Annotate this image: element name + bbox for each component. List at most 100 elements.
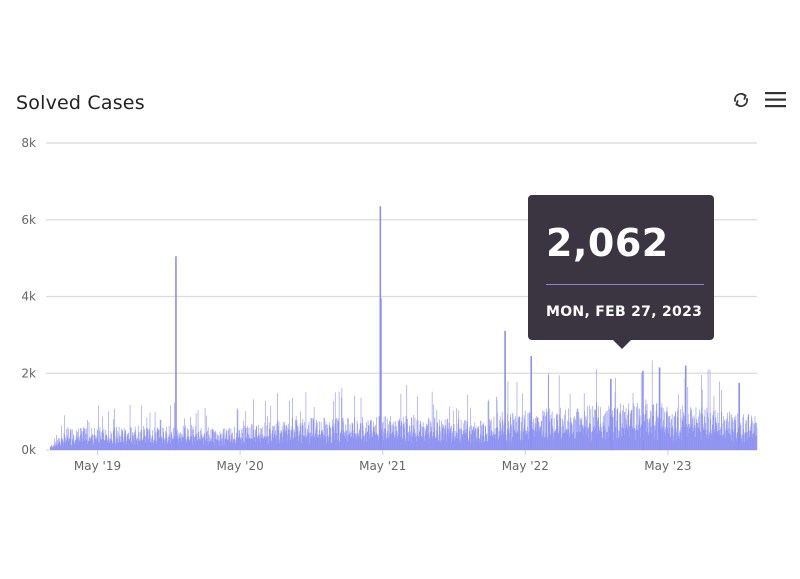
daily-bar bbox=[352, 423, 353, 450]
hamburger-menu-icon[interactable] bbox=[763, 88, 789, 112]
daily-bar bbox=[288, 433, 290, 450]
daily-bar bbox=[248, 437, 250, 450]
daily-bar bbox=[64, 434, 66, 450]
daily-bar bbox=[518, 416, 520, 450]
daily-bar bbox=[310, 417, 312, 450]
daily-bar bbox=[598, 426, 600, 450]
daily-bar bbox=[438, 425, 440, 450]
daily-bar bbox=[331, 442, 333, 450]
daily-bar bbox=[78, 440, 80, 450]
daily-bar bbox=[678, 435, 680, 450]
daily-bar bbox=[173, 436, 175, 450]
daily-bar bbox=[65, 442, 67, 450]
daily-bar bbox=[194, 441, 196, 450]
daily-bar bbox=[149, 412, 151, 450]
daily-bar bbox=[249, 427, 251, 450]
daily-bar bbox=[557, 414, 558, 450]
daily-bar bbox=[143, 430, 145, 450]
daily-bar bbox=[689, 424, 690, 450]
daily-bar bbox=[674, 411, 676, 450]
daily-bar bbox=[191, 424, 192, 450]
daily-bar bbox=[222, 438, 223, 450]
daily-bar bbox=[461, 429, 463, 450]
daily-bar bbox=[635, 424, 637, 450]
daily-bar bbox=[715, 425, 717, 450]
daily-bar bbox=[645, 399, 647, 450]
daily-bar bbox=[267, 416, 268, 450]
daily-bar bbox=[95, 439, 96, 450]
daily-bar bbox=[559, 430, 560, 450]
daily-bar bbox=[710, 419, 712, 450]
daily-bar bbox=[620, 414, 622, 450]
daily-bar bbox=[675, 427, 677, 450]
daily-bar bbox=[727, 428, 729, 450]
daily-bar bbox=[395, 421, 396, 450]
daily-bar bbox=[542, 410, 544, 450]
daily-bar bbox=[81, 431, 83, 450]
daily-bar bbox=[361, 438, 362, 450]
daily-bar bbox=[670, 436, 671, 450]
daily-bar bbox=[342, 417, 343, 450]
daily-bar bbox=[594, 430, 595, 450]
daily-bar bbox=[724, 420, 726, 450]
daily-bar bbox=[356, 439, 357, 450]
daily-bar bbox=[523, 415, 525, 450]
daily-bar bbox=[259, 436, 260, 450]
daily-bar bbox=[332, 419, 333, 450]
daily-bar bbox=[621, 423, 623, 450]
daily-bar bbox=[251, 423, 252, 450]
daily-bar bbox=[193, 429, 194, 450]
daily-bar bbox=[692, 416, 694, 450]
daily-bar bbox=[62, 441, 64, 450]
daily-bar bbox=[82, 437, 83, 450]
daily-bar bbox=[64, 415, 65, 450]
daily-bar bbox=[394, 434, 395, 450]
daily-bar bbox=[431, 426, 433, 450]
daily-bar bbox=[167, 437, 169, 450]
daily-bar bbox=[553, 432, 555, 450]
daily-bar bbox=[86, 434, 88, 450]
daily-bar bbox=[71, 444, 72, 450]
daily-bar bbox=[412, 425, 414, 450]
daily-bar bbox=[488, 399, 490, 450]
daily-bar bbox=[492, 436, 493, 450]
daily-bar bbox=[515, 433, 517, 450]
daily-bar bbox=[736, 433, 738, 450]
daily-bar bbox=[366, 441, 368, 450]
daily-bar bbox=[208, 443, 209, 450]
daily-bar bbox=[230, 441, 231, 450]
daily-bar bbox=[565, 431, 567, 450]
daily-bar bbox=[676, 417, 678, 450]
daily-bar bbox=[149, 428, 150, 450]
daily-bar bbox=[388, 433, 390, 450]
daily-bar bbox=[707, 369, 709, 450]
daily-bar bbox=[192, 426, 194, 450]
daily-bar bbox=[55, 444, 57, 450]
daily-bar bbox=[101, 439, 102, 450]
daily-bar bbox=[663, 419, 664, 450]
daily-bar bbox=[312, 437, 313, 450]
daily-bar bbox=[470, 442, 472, 450]
daily-bar bbox=[718, 434, 720, 450]
daily-bar bbox=[56, 435, 57, 450]
daily-bar bbox=[116, 430, 118, 450]
daily-bar bbox=[376, 417, 377, 450]
daily-bar bbox=[253, 429, 255, 450]
daily-bar bbox=[184, 418, 185, 450]
daily-bar bbox=[717, 431, 718, 450]
daily-bar bbox=[359, 423, 361, 450]
daily-bar bbox=[586, 415, 588, 450]
daily-bar bbox=[174, 402, 175, 450]
daily-bar bbox=[76, 430, 77, 450]
refresh-icon[interactable] bbox=[729, 88, 753, 112]
daily-bar bbox=[386, 438, 387, 450]
spike-bar bbox=[175, 256, 177, 450]
daily-bar bbox=[687, 426, 688, 450]
daily-bar bbox=[705, 422, 707, 450]
daily-bar bbox=[536, 431, 538, 450]
daily-bar bbox=[54, 438, 55, 450]
daily-bar bbox=[554, 431, 556, 450]
daily-bar bbox=[386, 433, 388, 450]
daily-bar bbox=[533, 429, 535, 450]
daily-bar bbox=[628, 426, 630, 450]
